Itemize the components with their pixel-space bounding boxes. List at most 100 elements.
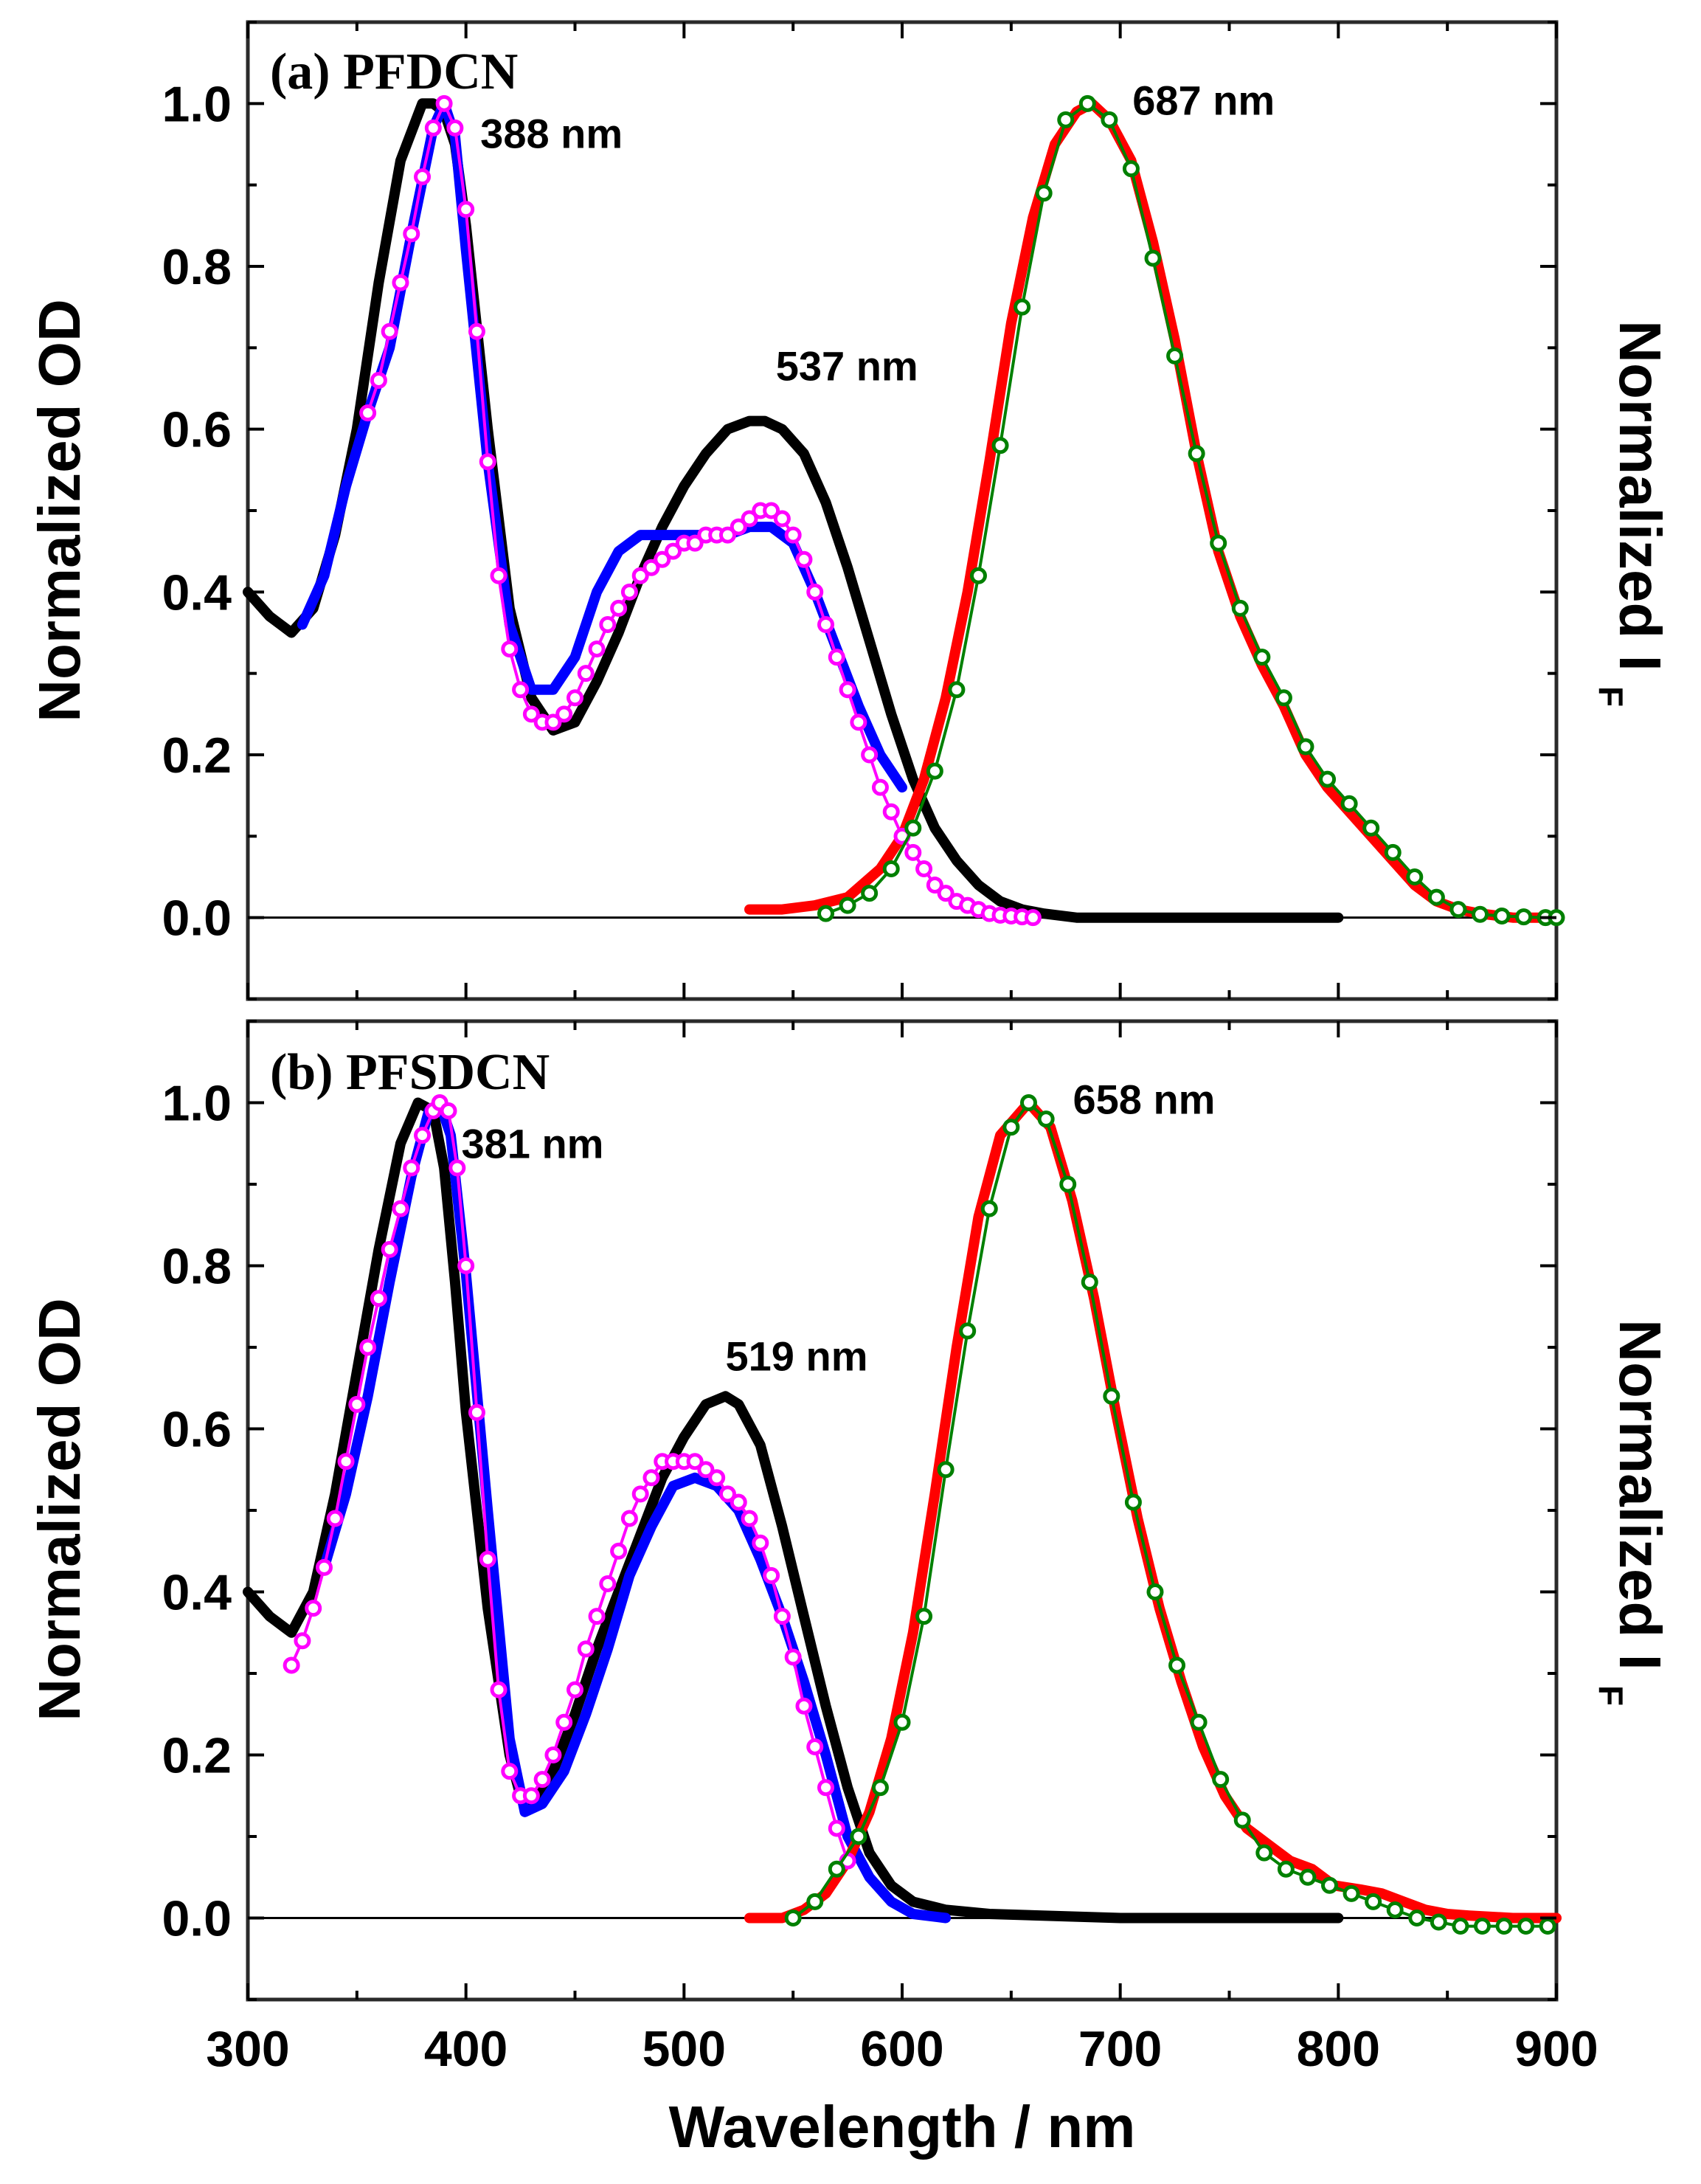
panel-b-emission-green-point [1212,1771,1230,1789]
panel-a-absorption-magenta-point [817,615,835,633]
panel-a-emission-green-point [1210,534,1227,552]
panel-a-y-tick-label: 1.0 [162,76,232,132]
panel-b-absorption-magenta-point [440,1102,457,1120]
panel-b-y-tick-label: 1.0 [162,1076,232,1132]
panel-a-peak-label: 687 nm [1132,77,1275,123]
panel-a-absorption-magenta-point [435,94,453,112]
panel-b-emission-green-point [871,1779,889,1797]
panel-a-emission-green-point [817,905,835,922]
panel-a-peak-label: 537 nm [776,343,918,390]
panel-b: 0.0 0.2 0.4 0.6 0.8 1.0 (b) PFSDCN 381 nm 519 … [27,1019,1673,2002]
panel-a-absorption-magenta-point [806,583,824,601]
panel-a-absorption-magenta-point [599,615,617,633]
panel-b-absorption-magenta-point [599,1575,617,1592]
panel-a-emission-green-point [1144,249,1162,267]
panel-b-right-axis-subscript: F [1592,1685,1630,1706]
panel-a-emission-green-point [1231,599,1249,617]
panel-b-right-axis-title-group: Normalized I F [1592,1319,1673,1706]
panel-b-absorption-magenta-point [414,1127,432,1144]
panel-b-emission-green-point [1299,1868,1317,1886]
panel-b-absorption-magenta-point [828,1820,845,1837]
panel-a-y-tick-label: 0.4 [162,564,232,621]
panel-b-absorption-magenta-point [305,1600,322,1617]
panel-a-right-axis-title-group: Normalized I F [1592,320,1673,707]
panel-a-absorption-magenta-point [522,705,540,723]
x-tick-label: 500 [642,2021,726,2077]
panel-a-absorption-magenta-point [468,322,485,340]
x-tick-label: 900 [1514,2021,1598,2077]
panel-a-emission-green-point [882,860,900,877]
panel-a-absorption-magenta-point [861,746,879,764]
panel-a-absorption-magenta-point [479,453,496,471]
panel-b-absorption-magenta-point [283,1656,300,1674]
panel-b-absorption-magenta-point [763,1566,780,1584]
panel-a-emission-green-point [861,885,879,902]
panel-b-absorption-magenta-point [741,1510,758,1527]
panel-a-title: (a) PFDCN [270,44,518,100]
panel-a-absorption-magenta-point [544,713,562,731]
panel-b-emission-green-point [1452,1918,1469,1935]
panel-b-emission-green-point [1343,1884,1360,1902]
panel-a-absorption-magenta-point [665,542,682,560]
panel-b-emission-green-point [937,1461,955,1479]
panel-b-absorption-magenta-point [752,1534,769,1552]
panel-b-absorption-magenta-point [468,1403,485,1421]
panel-b-absorption-magenta-point [544,1746,562,1763]
panel-b-emission-green-point [1386,1901,1404,1918]
panel-a-peak-label: 388 nm [480,110,623,156]
panel-b-absorption-magenta-point [784,1648,802,1666]
panel-b-emission-green-point [1168,1656,1186,1674]
panel-a-absorption-magenta-point [457,201,475,218]
panel-a-y-tick-label: 0.6 [162,402,232,458]
panel-a-absorption-magenta-point [784,526,802,544]
panel-a-emission-green-point [969,567,987,584]
panel-b-absorption-magenta-point [686,1453,704,1471]
panel-b-absorption-magenta-point [457,1257,475,1274]
panel-b-absorption-magenta-point [359,1338,377,1356]
x-axis-title: Wavelength / nm [669,2094,1136,2160]
panel-b-emission-green-point [784,1910,802,1926]
panel-a-emission-green-point [1406,868,1424,885]
panel-b-absorption-magenta-point [381,1240,398,1258]
panel-b-emission-green-point [1190,1713,1208,1731]
panel-a-emission-green-point [948,681,966,699]
panel-b-absorption-magenta-point [315,1558,333,1576]
panel-a-y-tick-label: 0.2 [162,728,232,784]
panel-b-absorption-magenta-point [730,1493,747,1511]
panel-b-absorption-magenta-point [533,1771,551,1789]
panel-b-y-tick-label: 0.2 [162,1728,232,1784]
panel-a-absorption-magenta-point [828,649,845,666]
panel-a-emission-green-point [1362,819,1380,837]
panel-b-title: (b) PFSDCN [270,1044,550,1101]
panel-a-absorption-magenta-point [926,877,943,894]
panel-a-absorption-magenta-point [730,518,747,536]
panel-b-emission-green-point [1473,1918,1491,1935]
panel-a-emission-green-point [1101,111,1118,128]
panel-a-emission-green-point [1166,347,1184,364]
panel-b-emission-green-point [1037,1110,1055,1128]
panel-a-absorption-magenta-point [763,502,780,519]
panel-b-absorption-magenta-point [588,1608,606,1625]
panel-b-y-tick-label: 0.8 [162,1239,232,1295]
panel-a-emission-green-point [1122,160,1140,178]
panel-a-absorption-magenta-point [370,371,387,389]
panel-b-absorption-magenta-point [795,1697,813,1715]
panel-a-emission-green-point [1340,795,1358,812]
panel-b-emission-green-point [915,1608,933,1625]
panel-a-absorption-magenta-point [904,843,922,861]
panel-a: 0.0 0.2 0.4 0.6 0.8 1.0 (a) PFDCN 388 nm 537 n… [27,20,1673,1001]
x-tick-label: 800 [1297,2021,1380,2077]
panel-a-absorption-magenta-point [620,583,638,601]
panel-b-emission-green-point [1233,1811,1251,1829]
panel-b-emission-green-point [1002,1119,1020,1136]
panel-a-absorption-magenta-point [512,681,530,699]
panel-b-absorption-magenta-point [294,1632,311,1650]
panel-a-absorption-magenta-point [915,860,933,877]
panel-a-absorption-magenta-point [686,534,704,552]
panel-b-absorption-magenta-point [326,1510,344,1527]
panel-a-absorption-magenta-point [446,119,464,136]
x-tick-label: 700 [1078,2021,1162,2077]
panel-a-absorption-magenta-point [850,713,867,731]
panel-a-absorption-magenta-point [414,168,432,186]
